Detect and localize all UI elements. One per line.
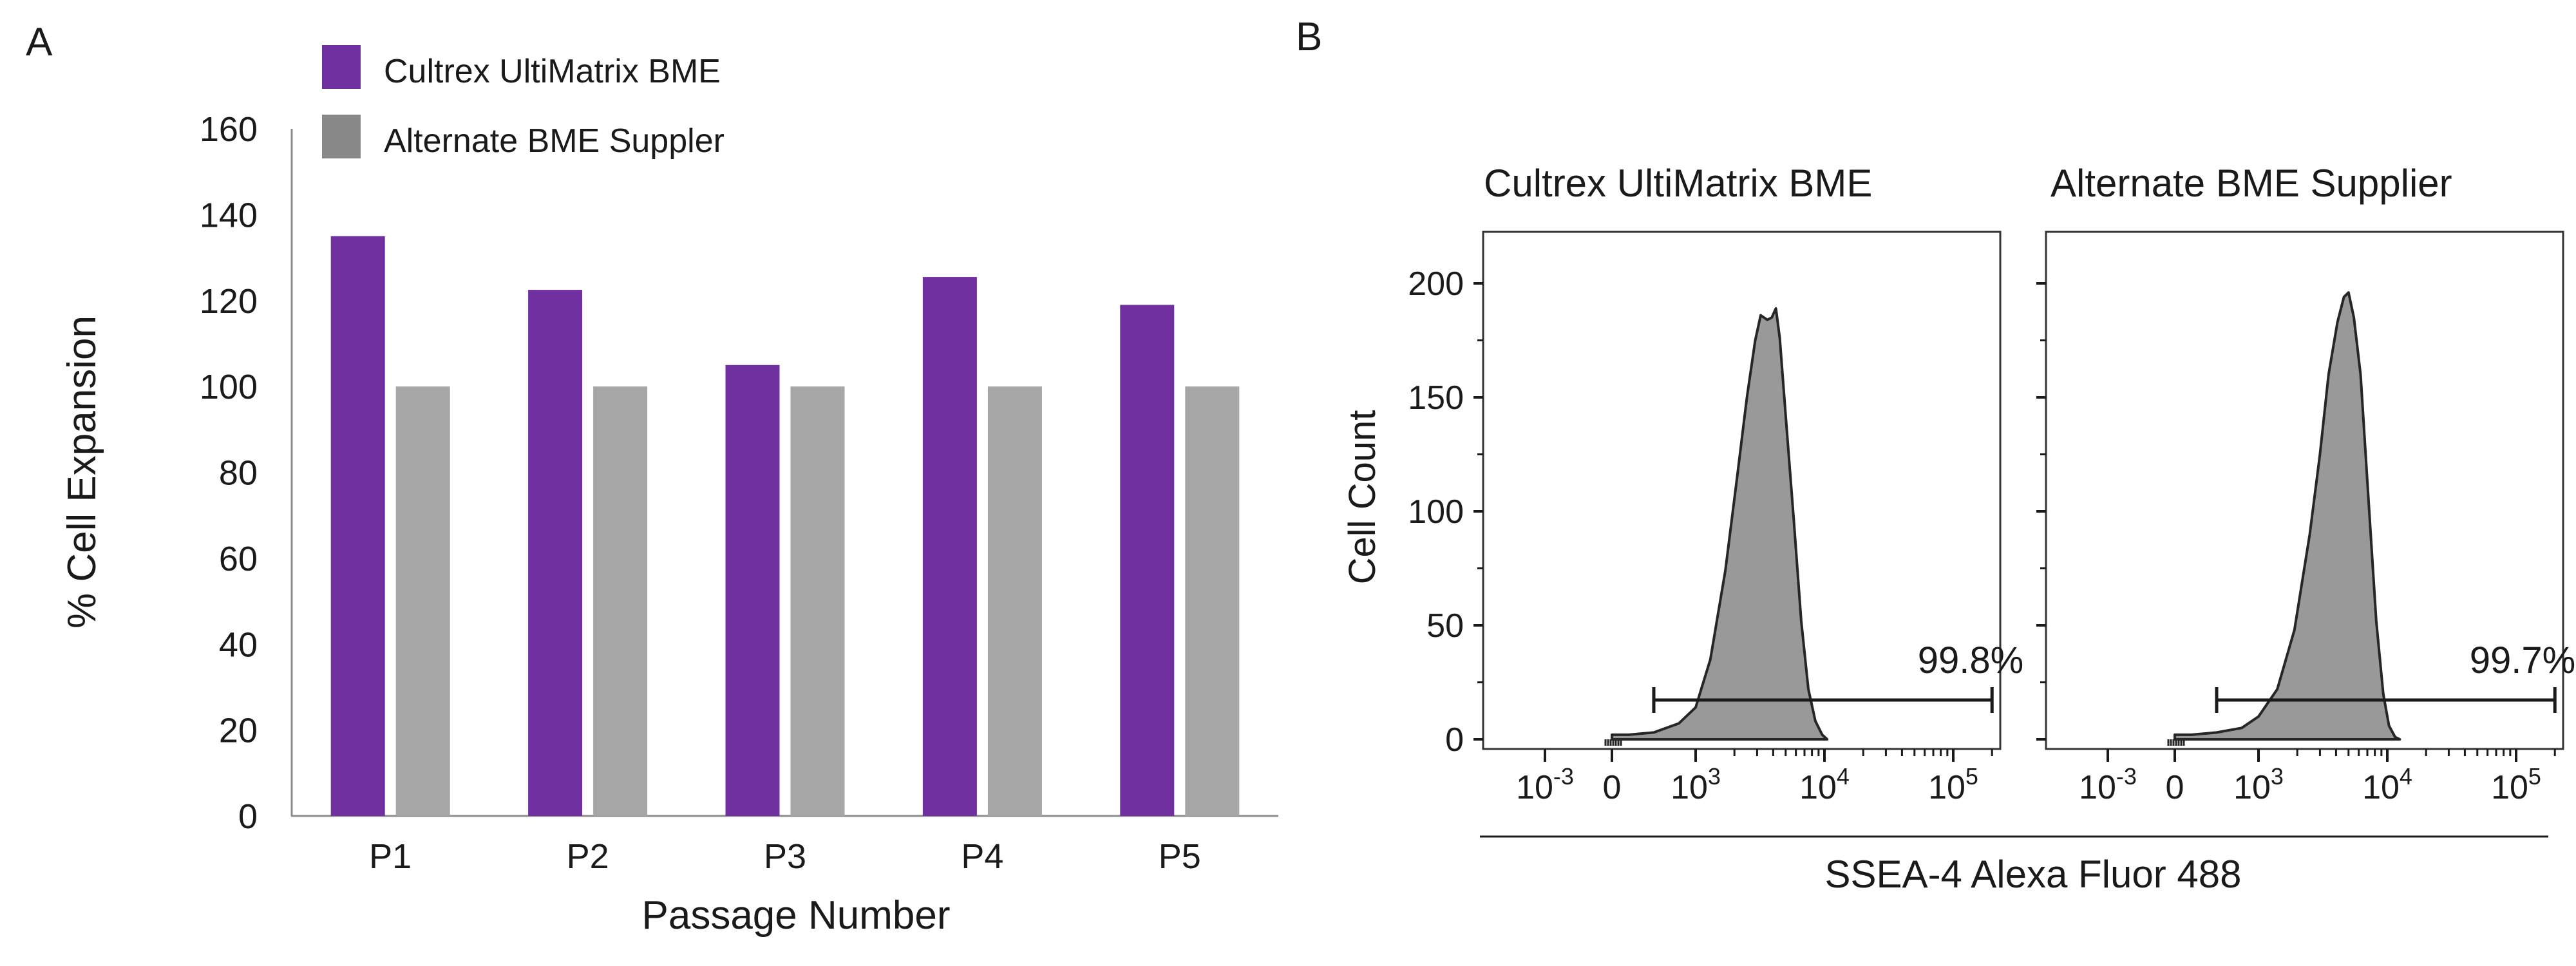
x-axis-title: Passage Number bbox=[641, 893, 950, 938]
legend-label-ultimatrix: Cultrex UltiMatrix BME bbox=[384, 53, 721, 90]
x-tick-label: 10-3 bbox=[1516, 763, 1574, 806]
histogram-frame-alternate bbox=[2045, 231, 2564, 750]
x-tick-label: 105 bbox=[1928, 763, 1978, 806]
legend-label-alternate: Alternate BME Suppler bbox=[384, 122, 724, 160]
histogram-x-axis-title: SSEA-4 Alexa Fluor 488 bbox=[1824, 853, 2241, 896]
y-tick-label: 200 bbox=[1408, 265, 1464, 303]
bar-alternate-p4 bbox=[987, 386, 1042, 816]
y-tick-label: 60 bbox=[219, 540, 258, 578]
gate-label-alternate: 99.7% bbox=[2470, 639, 2575, 681]
histogram-title-ultimatrix: Cultrex UltiMatrix BME bbox=[1484, 162, 1872, 205]
y-tick-label: 100 bbox=[200, 368, 258, 406]
y-tick-label: 140 bbox=[200, 196, 258, 234]
histogram-ultimatrix bbox=[1611, 307, 1829, 741]
x-tick-label: P3 bbox=[764, 837, 806, 876]
histogram-frame-ultimatrix bbox=[1482, 231, 2002, 750]
bar-ultimatrix-p1 bbox=[330, 236, 385, 816]
bar-ultimatrix-p5 bbox=[1120, 305, 1175, 816]
histogram-y-axis-title: Cell Count bbox=[1341, 410, 1383, 585]
legend-swatch-ultimatrix bbox=[322, 45, 361, 89]
histogram-title-alternate: Alternate BME Supplier bbox=[2050, 162, 2452, 205]
x-tick-label: P4 bbox=[961, 837, 1003, 876]
histogram-figure: Cultrex UltiMatrix BME Alternate BME Sup… bbox=[1341, 162, 2575, 896]
bar-ultimatrix-p4 bbox=[922, 277, 977, 816]
y-tick-label: 20 bbox=[219, 712, 258, 750]
x-tick-label: 105 bbox=[2491, 763, 2541, 806]
y-tick-label: 100 bbox=[1408, 493, 1464, 531]
bar-ultimatrix-p2 bbox=[528, 290, 583, 816]
histogram-alternate bbox=[2174, 291, 2401, 741]
x-tick-label: P5 bbox=[1159, 837, 1201, 876]
panel-b-label: B bbox=[1296, 15, 1322, 59]
x-tick-label: 103 bbox=[2233, 763, 2284, 806]
bar-alternate-p2 bbox=[593, 386, 648, 816]
x-tick-label: 103 bbox=[1671, 763, 1721, 806]
bar-ultimatrix-p3 bbox=[725, 365, 780, 816]
gate-label-ultimatrix: 99.8% bbox=[1918, 639, 2023, 681]
x-tick-label: 0 bbox=[2166, 769, 2184, 806]
x-tick-label: 104 bbox=[2362, 763, 2412, 806]
x-tick-label: 0 bbox=[1603, 769, 1622, 806]
bar-chart: Cultrex UltiMatrix BME Alternate BME Sup… bbox=[60, 45, 1278, 938]
y-tick-label: 0 bbox=[238, 797, 258, 836]
x-tick-label: P1 bbox=[369, 837, 412, 876]
y-tick-label: 40 bbox=[219, 625, 258, 664]
bar-alternate-p3 bbox=[790, 386, 845, 816]
x-tick-label: P2 bbox=[567, 837, 609, 876]
y-tick-label: 50 bbox=[1426, 607, 1464, 645]
x-tick-label: 10-3 bbox=[2079, 763, 2137, 806]
y-tick-label: 160 bbox=[200, 110, 258, 149]
y-tick-label: 0 bbox=[1445, 721, 1464, 759]
y-tick-label: 150 bbox=[1408, 379, 1464, 417]
legend-swatch-alternate bbox=[322, 115, 361, 158]
bar-alternate-p5 bbox=[1185, 386, 1240, 816]
y-tick-label: 120 bbox=[200, 282, 258, 321]
x-tick-label: 104 bbox=[1799, 763, 1850, 806]
y-axis-title: % Cell Expansion bbox=[60, 316, 104, 629]
bar-alternate-p1 bbox=[395, 386, 450, 816]
y-tick-label: 80 bbox=[219, 454, 258, 493]
panel-a-label: A bbox=[26, 20, 53, 64]
